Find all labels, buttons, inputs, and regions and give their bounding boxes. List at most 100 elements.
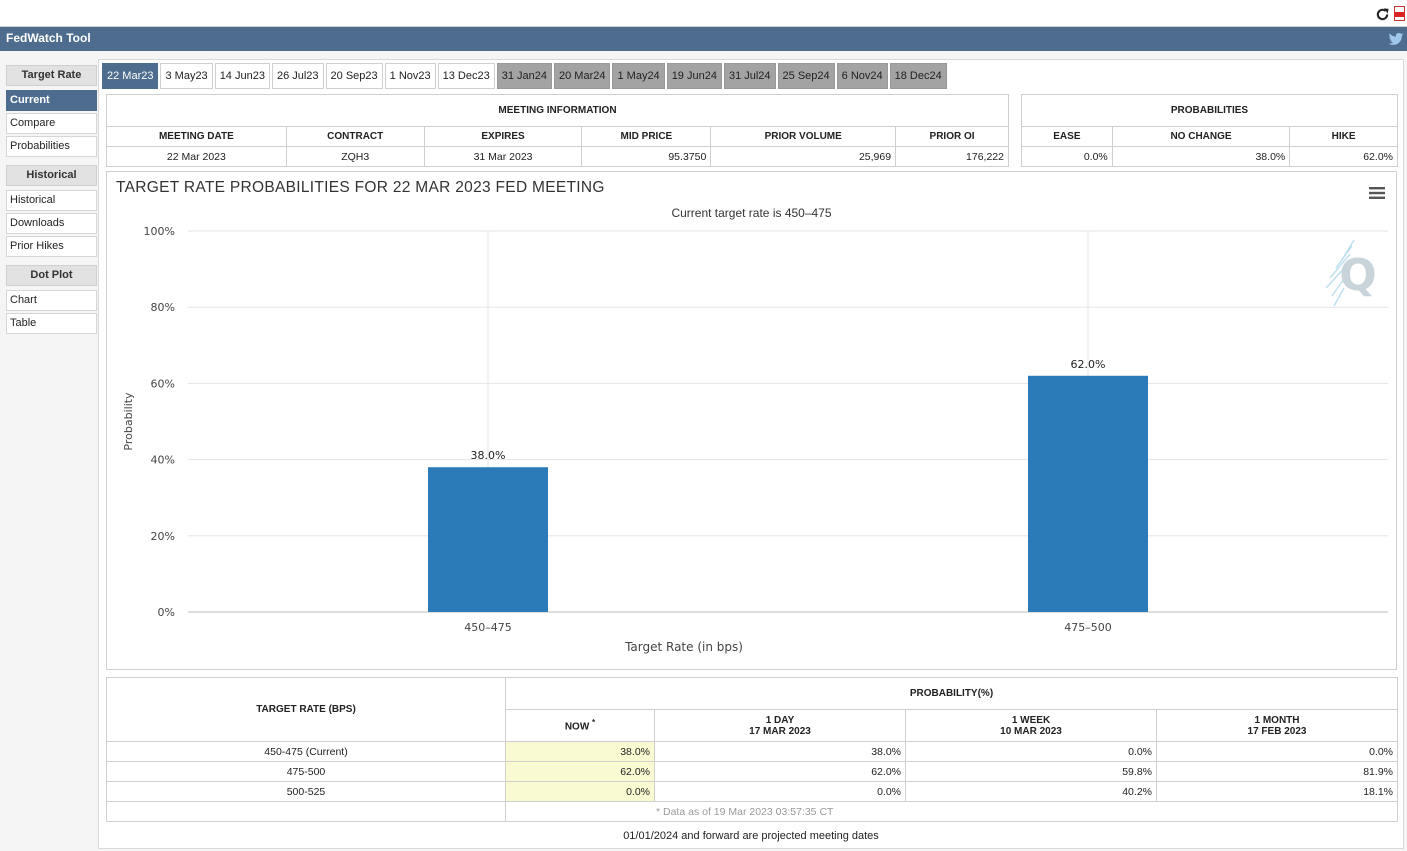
bar	[428, 467, 548, 612]
pdf-icon[interactable]	[1394, 6, 1405, 21]
mid-price-value: 95.3750	[581, 146, 712, 167]
bar-data-label: 38.0%	[471, 449, 506, 462]
col-prior-oi: PRIOR OI	[895, 126, 1009, 147]
chart-subtitle: Current target rate is 450–475	[671, 206, 832, 220]
month-cell: 0.0%	[1156, 741, 1398, 762]
expires-value: 31 Mar 2023	[423, 146, 583, 167]
tab-meeting[interactable]: 20 Mar24	[554, 63, 611, 89]
meeting-info-table: MEETING INFORMATION MEETING DATE CONTRAC…	[106, 94, 1009, 167]
month-cell: 18.1%	[1156, 781, 1398, 802]
sidebar-item-compare[interactable]: Compare	[6, 113, 97, 134]
table-row: 500-525 0.0% 0.0% 40.2% 18.1%	[106, 781, 1398, 802]
bar-data-label: 62.0%	[1071, 358, 1106, 371]
hamburger-menu-icon[interactable]	[1369, 186, 1385, 200]
y-tick-label: 100%	[144, 225, 175, 238]
x-axis-title: Target Rate (in bps)	[624, 640, 743, 654]
tab-meeting[interactable]: 1 Nov23	[384, 63, 436, 89]
tab-meeting[interactable]: 13 Dec23	[437, 63, 495, 89]
y-tick-label: 40%	[151, 454, 175, 467]
sidebar-item-downloads[interactable]: Downloads	[6, 213, 97, 234]
rate-cell: 475-500	[106, 761, 506, 782]
tab-meeting[interactable]: 18 Dec24	[889, 63, 947, 89]
col-1-month: 1 MONTH 17 FEB 2023	[1156, 709, 1398, 742]
probability-chart: TARGET RATE PROBABILITIES FOR 22 MAR 202…	[106, 171, 1397, 670]
sidebar-group-historical[interactable]: Historical	[6, 165, 97, 186]
col-target-rate: TARGET RATE (BPS)	[106, 677, 506, 742]
day-cell: 62.0%	[654, 761, 906, 782]
y-tick-label: 80%	[151, 301, 175, 314]
probabilities-table: PROBABILITIES EASE NO CHANGE HIKE 0.0% 3…	[1021, 94, 1398, 167]
chart-title: TARGET RATE PROBABILITIES FOR 22 MAR 202…	[116, 179, 605, 196]
col-expires: EXPIRES	[423, 126, 583, 147]
ease-value: 0.0%	[1021, 146, 1113, 167]
twitter-icon[interactable]	[1388, 31, 1404, 47]
table-row: 22 Mar 2023 ZQH3 31 Mar 2023 95.3750 25,…	[106, 146, 1009, 167]
quikstrike-q-logo-icon: Q	[1325, 239, 1377, 307]
col-contract: CONTRACT	[285, 126, 425, 147]
chart-plot-area: 0% 20% 40% 60% 80% 100% 38.0% 450–475 62.0% 475–5…	[122, 225, 1388, 654]
tab-meeting[interactable]: 31 Jul24	[723, 63, 776, 89]
x-tick-label: 475–500	[1064, 621, 1112, 634]
x-tick-label: 450–475	[464, 621, 512, 634]
now-cell: 62.0%	[505, 761, 655, 782]
bar	[1028, 375, 1148, 612]
meeting-date-value: 22 Mar 2023	[106, 146, 287, 167]
browser-toolbar	[0, 0, 1407, 27]
projected-dates-note: 01/01/2024 and forward are projected mee…	[623, 830, 879, 842]
month-cell: 81.9%	[1156, 761, 1398, 782]
probability-history-table: TARGET RATE (BPS) PROBABILITY(%) NOW * 1…	[106, 677, 1398, 822]
col-hike: HIKE	[1289, 126, 1398, 147]
tab-meeting[interactable]: 6 Nov24	[836, 63, 888, 89]
contract-value: ZQH3	[285, 146, 425, 167]
prior-oi-value: 176,222	[895, 146, 1009, 167]
col-no-change: NO CHANGE	[1111, 126, 1291, 147]
hike-value: 62.0%	[1289, 146, 1398, 167]
col-1-day: 1 DAY 17 MAR 2023	[654, 709, 906, 742]
svg-text:Q: Q	[1339, 250, 1376, 301]
now-cell: 0.0%	[505, 781, 655, 802]
app-header: FedWatch Tool	[0, 27, 1407, 51]
sidebar-item-probabilities[interactable]: Probabilities	[6, 136, 97, 157]
col-ease: EASE	[1021, 126, 1113, 147]
col-1-week: 1 WEEK 10 MAR 2023	[905, 709, 1157, 742]
tab-meeting[interactable]: 3 May23	[160, 63, 213, 89]
meeting-info-caption: MEETING INFORMATION	[106, 94, 1009, 127]
tab-meeting[interactable]: 22 Mar23	[102, 63, 159, 89]
y-tick-label: 0%	[158, 606, 175, 619]
col-meeting-date: MEETING DATE	[106, 126, 287, 147]
tab-meeting[interactable]: 20 Sep23	[325, 63, 383, 89]
sidebar-item-table[interactable]: Table	[6, 313, 97, 334]
col-prior-volume: PRIOR VOLUME	[710, 126, 897, 147]
sidebar-item-prior-hikes[interactable]: Prior Hikes	[6, 236, 97, 257]
y-tick-label: 60%	[151, 377, 175, 390]
table-row: 475-500 62.0% 62.0% 59.8% 81.9%	[106, 761, 1398, 782]
sidebar-group-dot-plot[interactable]: Dot Plot	[6, 265, 97, 286]
reload-icon[interactable]	[1375, 7, 1390, 22]
data-timestamp-footnote: * Data as of 19 Mar 2023 03:57:35 CT	[505, 801, 1398, 822]
col-now: NOW *	[505, 709, 655, 742]
now-cell: 38.0%	[505, 741, 655, 762]
sidebar-item-historical[interactable]: Historical	[6, 190, 97, 211]
probabilities-caption: PROBABILITIES	[1021, 94, 1398, 127]
sidebar-item-current[interactable]: Current	[6, 90, 97, 111]
week-cell: 0.0%	[905, 741, 1157, 762]
tab-meeting[interactable]: 1 May24	[612, 63, 665, 89]
y-axis-title: Probability	[122, 392, 135, 451]
tab-meeting[interactable]: 19 Jun24	[666, 63, 722, 89]
sidebar-group-target-rate[interactable]: Target Rate	[6, 65, 97, 86]
sidebar-item-chart[interactable]: Chart	[6, 290, 97, 311]
no-change-value: 38.0%	[1111, 146, 1291, 167]
y-tick-label: 20%	[151, 530, 175, 543]
table-row: 0.0% 38.0% 62.0%	[1021, 146, 1398, 167]
rate-cell: 450-475 (Current)	[106, 741, 506, 762]
day-cell: 0.0%	[654, 781, 906, 802]
col-mid-price: MID PRICE	[581, 126, 712, 147]
tab-meeting[interactable]: 26 Jul23	[271, 63, 324, 89]
meeting-tabs: 22 Mar23 3 May23 14 Jun23 26 Jul23 20 Sep23 1…	[102, 63, 949, 89]
week-cell: 59.8%	[905, 761, 1157, 782]
tab-meeting[interactable]: 31 Jan24	[496, 63, 552, 89]
tab-meeting[interactable]: 25 Sep24	[777, 63, 835, 89]
prior-volume-value: 25,969	[710, 146, 897, 167]
table-row: 450-475 (Current) 38.0% 38.0% 0.0% 0.0%	[106, 741, 1398, 762]
tab-meeting[interactable]: 14 Jun23	[214, 63, 270, 89]
